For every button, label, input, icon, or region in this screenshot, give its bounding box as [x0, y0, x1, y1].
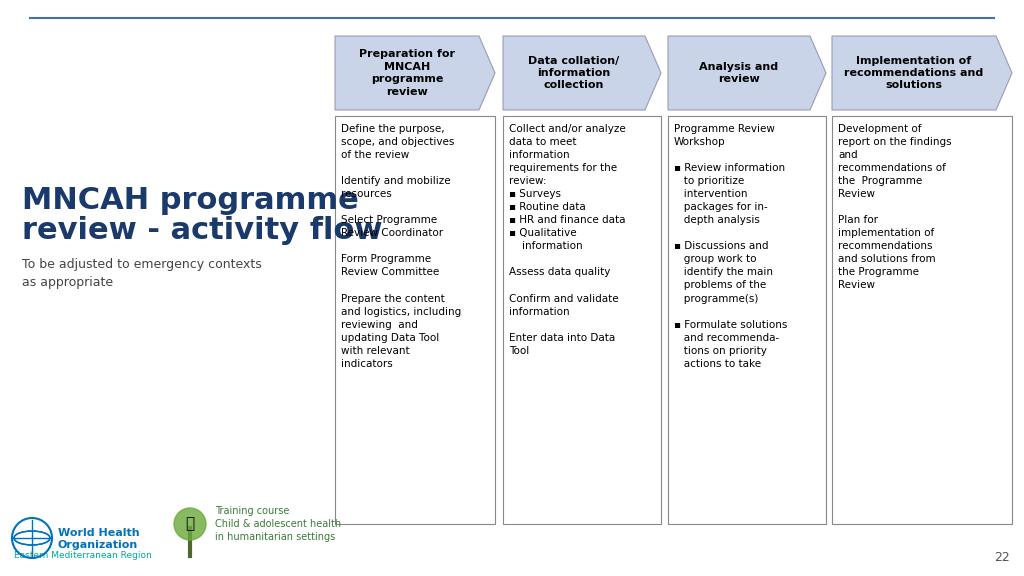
FancyBboxPatch shape	[503, 116, 662, 524]
Text: 🌿: 🌿	[185, 517, 195, 532]
Text: Preparation for
MNCAH
programme
review: Preparation for MNCAH programme review	[359, 50, 455, 97]
Text: Development of
report on the findings
and
recommendations of
the  Programme
Revi: Development of report on the findings an…	[838, 124, 951, 290]
Polygon shape	[668, 36, 826, 110]
Polygon shape	[831, 36, 1012, 110]
Text: Define the purpose,
scope, and objectives
of the review

Identify and mobilize
r: Define the purpose, scope, and objective…	[341, 124, 461, 369]
Circle shape	[174, 508, 206, 540]
Text: MNCAH programme: MNCAH programme	[22, 186, 358, 215]
Text: Eastern Mediterranean Region: Eastern Mediterranean Region	[14, 551, 152, 560]
Polygon shape	[503, 36, 662, 110]
FancyBboxPatch shape	[668, 116, 826, 524]
Text: To be adjusted to emergency contexts
as appropriate: To be adjusted to emergency contexts as …	[22, 258, 262, 289]
Text: 22: 22	[994, 551, 1010, 564]
FancyBboxPatch shape	[335, 116, 495, 524]
Text: Implementation of
recommendations and
solutions: Implementation of recommendations and so…	[845, 56, 984, 90]
Text: review - activity flow: review - activity flow	[22, 216, 383, 245]
Text: Programme Review
Workshop

▪ Review information
   to prioritize
   intervention: Programme Review Workshop ▪ Review infor…	[674, 124, 787, 369]
Text: Collect and/or analyze
data to meet
information
requirements for the
review:
▪ S: Collect and/or analyze data to meet info…	[509, 124, 626, 355]
Polygon shape	[335, 36, 495, 110]
Text: Training course
Child & adolescent health
in humanitarian settings: Training course Child & adolescent healt…	[215, 506, 341, 542]
Text: World Health
Organization: World Health Organization	[58, 528, 139, 550]
Text: Analysis and
review: Analysis and review	[699, 62, 778, 84]
FancyBboxPatch shape	[831, 116, 1012, 524]
Text: Data collation/
information
collection: Data collation/ information collection	[528, 56, 620, 90]
